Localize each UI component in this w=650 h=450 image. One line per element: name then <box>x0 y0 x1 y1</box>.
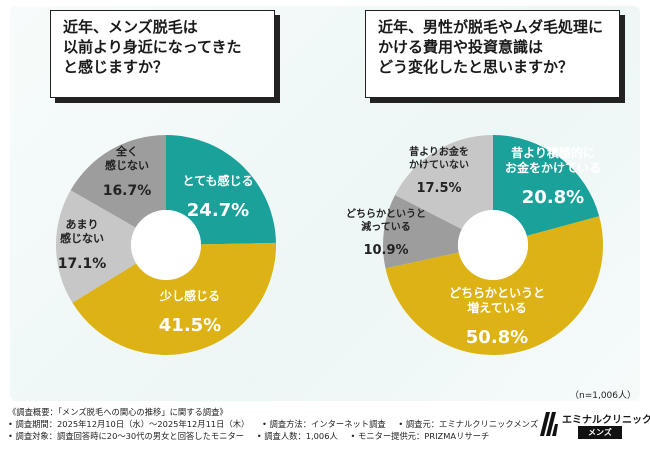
chart-2-slice-label: 減っている <box>361 220 411 233</box>
chart-2-slice <box>383 195 462 269</box>
chart-1-value-label: 17.1% <box>58 256 107 272</box>
question-2-line: 近年、男性が脱毛やムダ毛処理に <box>378 18 604 36</box>
clinic-logo: エミナルクリニック メンズ <box>540 410 650 440</box>
chart-2-slice <box>493 135 600 236</box>
footer-target: • 調査対象：調査回答時に20～30代の男女と回答したモニター <box>8 431 245 441</box>
footer-org: • 調査元：エミナルクリニックメンズ <box>398 419 539 429</box>
chart-2-slice <box>385 216 604 356</box>
chart-2-value-label: 17.5% <box>416 181 461 196</box>
chart-2-slice-label: 昔より積極的に <box>511 145 595 160</box>
footer-title: 《調査概要：「メンズ脱毛への関心の推移」に関する調査》 <box>8 407 228 417</box>
logo-name: エミナルクリニック <box>562 415 650 426</box>
sample-size: （n=1,006人） <box>569 391 636 401</box>
question-1-line: 近年、メンズ脱毛は <box>63 18 198 36</box>
chart-1-center-hole <box>131 210 201 280</box>
footer-count: • 調査人数：1,006人 <box>256 431 338 441</box>
chart-2-center-hole <box>458 210 528 280</box>
chart-1-slice <box>72 242 277 355</box>
logo-sub: メンズ <box>578 426 622 439</box>
chart-2-slice-label: 昔よりお金を <box>409 145 469 158</box>
chart-2-slice-label: どちらかというと <box>346 207 426 220</box>
chart-1-value-label: 41.5% <box>159 315 221 336</box>
footer-method: • 調査方法：インターネット調査 <box>261 419 386 429</box>
chart-1-slice-label: とても感じる <box>182 173 253 188</box>
footer-period: • 調査期間：2025年12月10日（水）～2025年12月11日（木） <box>8 419 250 429</box>
chart-2-slice <box>394 135 493 230</box>
question-2-box: 近年、男性が脱毛やムダ毛処理に かける費用や投資意識は どう変化したと思いますか… <box>365 10 620 98</box>
footer-provider: • モニター提供元：PRIZMAリサーチ <box>350 431 490 441</box>
chart-1-slice-label: 少し感じる <box>159 288 220 303</box>
question-1-box: 近年、メンズ脱毛は 以前より身近になってきた と感じますか？ <box>50 10 275 98</box>
chart-1-slice <box>56 190 137 303</box>
chart-2-value-label: 50.8% <box>466 327 528 348</box>
chart-1-value-label: 16.7% <box>103 183 152 199</box>
chart-1-value-label: 24.7% <box>187 200 249 221</box>
chart-1-slice-label: 感じない <box>60 231 104 245</box>
question-1-line: と感じますか？ <box>63 58 169 76</box>
question-1-line: 以前より身近になってきた <box>63 38 242 56</box>
chart-2-slice-label: かけていない <box>409 159 469 171</box>
question-2-line: かける費用や投資意識は <box>378 38 544 56</box>
chart-2-value-label: 20.8% <box>522 187 584 208</box>
survey-footer: 《調査概要：「メンズ脱毛への関心の推移」に関する調査》 • 調査期間：2025年… <box>8 406 538 442</box>
chart-2-value-label: 10.9% <box>363 243 408 258</box>
chart-1-slice-label: 全く <box>115 144 138 158</box>
question-2-line: どう変化したと思いますか？ <box>378 58 574 76</box>
logo-mark-icon <box>540 412 558 436</box>
chart-2-slice-label: どちらかというと <box>449 286 545 300</box>
chart-2-slice-label: 増えている <box>467 300 526 315</box>
chart-1-slice-label: あまり <box>66 218 99 231</box>
chart-1-slice <box>70 135 166 228</box>
chart-1-slice-label: 感じない <box>105 158 149 172</box>
chart-1-slice <box>166 135 276 245</box>
chart-2-slice-label: お金をかけている <box>505 160 601 175</box>
